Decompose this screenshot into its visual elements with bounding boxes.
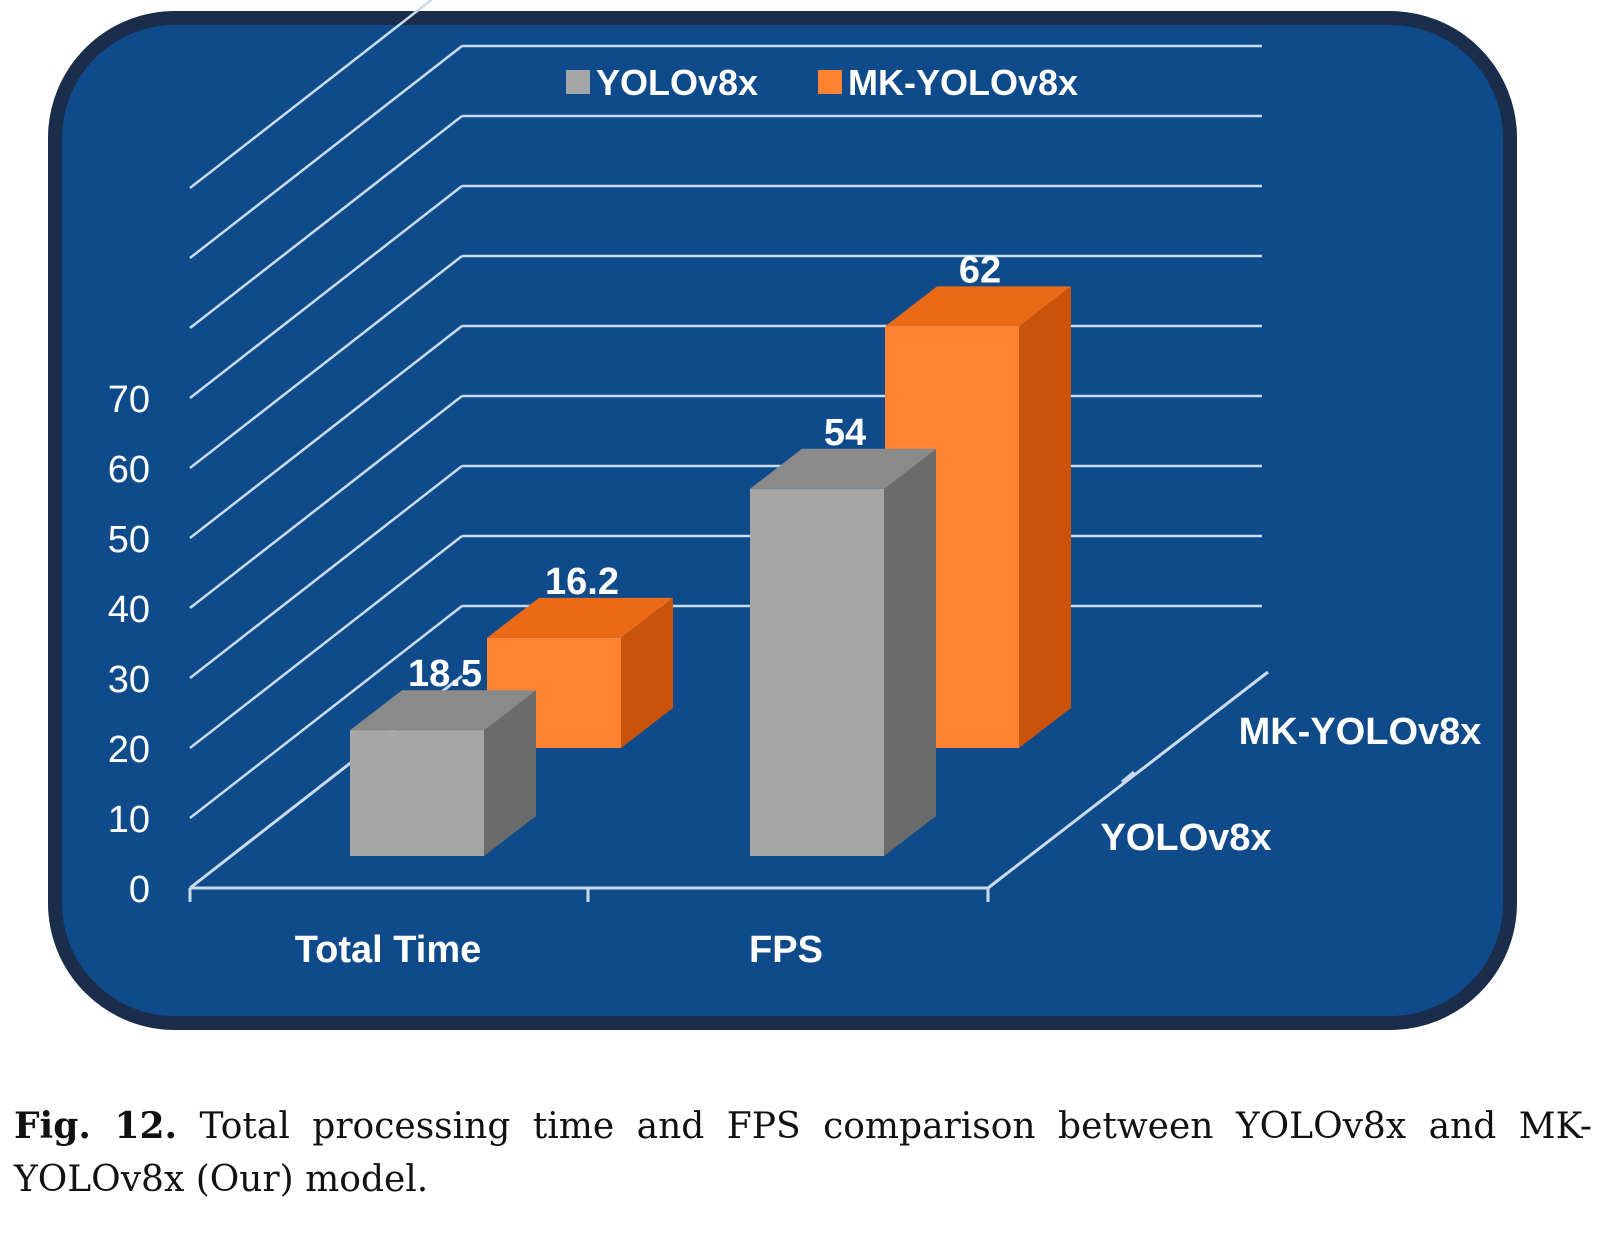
- mk-yolov8x-bar-side: [1019, 286, 1071, 748]
- legend: YOLOv8x MK-YOLOv8x: [566, 62, 1078, 103]
- figure-caption: Fig. 12. Total processing time and FPS c…: [14, 1100, 1592, 1206]
- y-tick-label: 10: [108, 799, 150, 841]
- labels-layer: 0 10 20 30 40 50 60 70 Total Time FPS MK-YOLOv8x YO…: [108, 249, 1482, 971]
- gridline-diagonal: [189, 185, 463, 399]
- gridline-diagonal: [189, 115, 463, 329]
- gridline-diagonal: [189, 255, 463, 469]
- data-label: 54: [824, 412, 866, 454]
- yolov8x-bar-top: [750, 448, 936, 489]
- mk-yolov8x-bar-top: [487, 597, 673, 638]
- data-label: 18.5: [408, 653, 482, 695]
- depth-label: MK-YOLOv8x: [1239, 711, 1482, 753]
- depth-axis-tick: [1121, 770, 1135, 784]
- gridline-diagonal: [189, 45, 463, 259]
- y-tick-label: 30: [108, 659, 150, 701]
- gridline-diagonal: [189, 0, 434, 189]
- data-label: 62: [959, 249, 1001, 291]
- bars-layer: [350, 286, 1071, 856]
- figure-label: Fig. 12.: [14, 1105, 178, 1147]
- gridline-diagonal: [189, 535, 463, 749]
- y-tick-label: 60: [108, 449, 150, 491]
- y-tick-label: 70: [108, 379, 150, 421]
- legend-swatch: [818, 70, 842, 94]
- mk-yolov8x-bar-top: [885, 286, 1071, 327]
- depth-axis-line: [987, 670, 1269, 890]
- chart-panel: 0 10 20 30 40 50 60 70 Total Time FPS MK-YOLOv8x YO…: [48, 0, 1517, 1030]
- legend-label: YOLOv8x: [596, 62, 758, 103]
- x-category-label: Total Time: [295, 929, 482, 971]
- figure-caption-text: Total processing time and FPS comparison…: [14, 1106, 1592, 1200]
- y-tick-label: 50: [108, 519, 150, 561]
- x-category-label: FPS: [749, 929, 823, 971]
- legend-swatch: [566, 70, 590, 94]
- gridline-diagonal: [189, 605, 463, 819]
- gridline-diagonal: [189, 395, 463, 609]
- yolov8x-bar: [350, 730, 484, 856]
- y-tick-label: 40: [108, 589, 150, 631]
- yolov8x-bar-side: [484, 690, 536, 856]
- y-tick-label: 0: [129, 869, 150, 911]
- depth-label: YOLOv8x: [1100, 817, 1271, 859]
- mk-yolov8x-bar-side: [621, 597, 673, 748]
- yolov8x-bar-top: [350, 690, 536, 731]
- gridline-diagonal: [189, 465, 463, 679]
- data-label: 16.2: [545, 561, 619, 603]
- grid-layer: [189, 0, 1262, 819]
- yolov8x-bar: [750, 488, 884, 856]
- legend-label: MK-YOLOv8x: [848, 62, 1078, 103]
- gridline-diagonal: [189, 325, 463, 539]
- yolov8x-bar-side: [884, 448, 936, 856]
- y-tick-label: 20: [108, 729, 150, 771]
